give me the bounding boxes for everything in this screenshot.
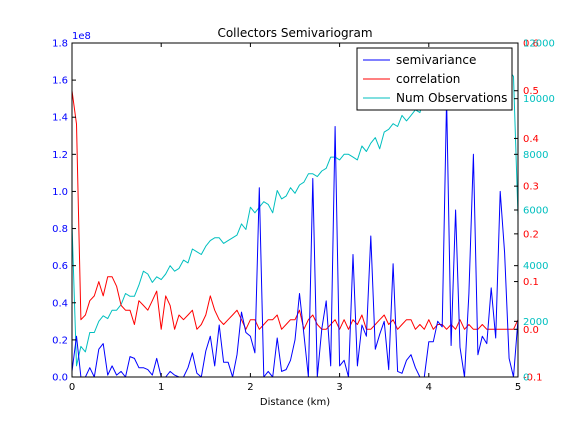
- left-tick-label: 0.4: [52, 298, 68, 309]
- right-red-tick-label: 0.1: [523, 277, 539, 288]
- legend-label-correlation: correlation: [396, 72, 460, 86]
- right-cyan-tick-label: 8000: [523, 150, 548, 161]
- right-cyan-tick-label: 4000: [523, 261, 548, 272]
- right-red-tick-label: 0.6: [523, 39, 539, 50]
- right-red-tick-label: 0.3: [523, 182, 539, 193]
- right-cyan-tick-label: 12000: [523, 39, 555, 50]
- right-cyan-tick-label: 2000: [523, 317, 548, 328]
- x-tick-label: 4: [426, 382, 432, 393]
- right-red-tick-label: -0.1: [523, 373, 543, 384]
- legend-label-semivariance: semivariance: [396, 53, 476, 67]
- chart-title: Collectors Semivariogram: [217, 26, 372, 40]
- legend: semivariance correlation Num Observation…: [356, 47, 513, 111]
- series-line-correlation: [71, 90, 519, 330]
- legend-label-num-observations: Num Observations: [396, 91, 507, 105]
- right-red-tick-label: 0.5: [523, 86, 539, 97]
- x-tick-label: 3: [336, 382, 342, 393]
- left-tick-label: 1.4: [52, 113, 68, 124]
- left-axis-scale: 1e8: [72, 31, 91, 42]
- left-tick-label: 0.6: [52, 261, 68, 272]
- x-tick-label: 2: [247, 382, 253, 393]
- ticks-layer: 0 1 2 3 4 5 0.0 0.2 0.4 0.6 0.8 1.0 1.2 1.4 1.6 1.8 -0.1…: [52, 39, 555, 394]
- x-tick-label: 1: [158, 382, 164, 393]
- series-line-semivariance: [71, 98, 519, 378]
- left-tick-label: 0.0: [52, 373, 68, 384]
- left-tick-label: 1.2: [52, 150, 68, 161]
- left-tick-label: 1.6: [52, 76, 68, 87]
- left-tick-label: 1.8: [52, 39, 68, 50]
- right-red-tick-label: 0.2: [523, 229, 539, 240]
- right-cyan-tick-label: 0: [523, 373, 529, 384]
- right-cyan-tick-label: 10000: [523, 94, 555, 105]
- left-tick-label: 0.8: [52, 224, 68, 235]
- x-tick-label: 0: [69, 382, 75, 393]
- x-axis-label: Distance (km): [260, 397, 330, 408]
- x-tick-label: 5: [515, 382, 521, 393]
- right-cyan-tick-label: 6000: [523, 206, 548, 217]
- left-tick-label: 0.2: [52, 335, 68, 346]
- right-red-tick-label: 0.4: [523, 134, 539, 145]
- left-tick-label: 1.0: [52, 187, 68, 198]
- right-red-tick-label: 0.0: [523, 325, 539, 336]
